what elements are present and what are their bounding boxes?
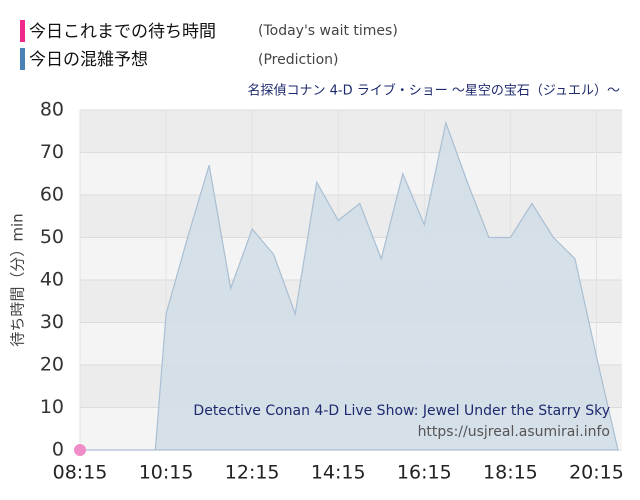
x-tick-label: 16:15 <box>397 462 452 484</box>
today-point <box>74 444 86 456</box>
legend-sublabel: (Prediction) <box>258 52 338 68</box>
y-tick-label: 10 <box>40 396 64 418</box>
y-tick-label: 60 <box>40 184 64 206</box>
x-tick-label: 14:15 <box>311 462 366 484</box>
legend-label: 今日の混雑予想 <box>29 50 148 70</box>
y-tick-label: 70 <box>40 141 64 163</box>
legend-label: 今日これまでの待ち時間 <box>29 22 216 42</box>
y-tick-label: 0 <box>52 439 64 461</box>
grid-band <box>80 110 622 153</box>
y-tick-label: 20 <box>40 354 64 376</box>
y-axis-label: 待ち時間（分）min <box>9 213 27 346</box>
x-tick-label: 18:15 <box>483 462 538 484</box>
x-tick-label: 12:15 <box>225 462 280 484</box>
x-tick-label: 20:15 <box>569 462 624 484</box>
y-tick-label: 80 <box>40 99 64 121</box>
x-tick-label: 10:15 <box>139 462 194 484</box>
legend-sublabel: (Today's wait times) <box>258 23 398 39</box>
subtitle: 名探偵コナン 4-D ライブ・ショー ～星空の宝石（ジュエル）～ <box>248 83 620 99</box>
legend-swatch <box>20 20 25 42</box>
annotation: Detective Conan 4-D Live Show: Jewel Und… <box>193 403 610 419</box>
plot: 0 10 20 30 40 50 60 70 80 08:15 10:15 12:15 14:15 16:… <box>40 99 624 484</box>
x-tick-label: 08:15 <box>53 462 108 484</box>
y-tick-label: 40 <box>40 269 64 291</box>
area <box>80 120 619 451</box>
y-tick-label: 30 <box>40 311 64 333</box>
source: https://usjreal.asumirai.info <box>418 424 610 440</box>
legend-swatch <box>20 48 25 70</box>
y-tick-label: 50 <box>40 226 64 248</box>
